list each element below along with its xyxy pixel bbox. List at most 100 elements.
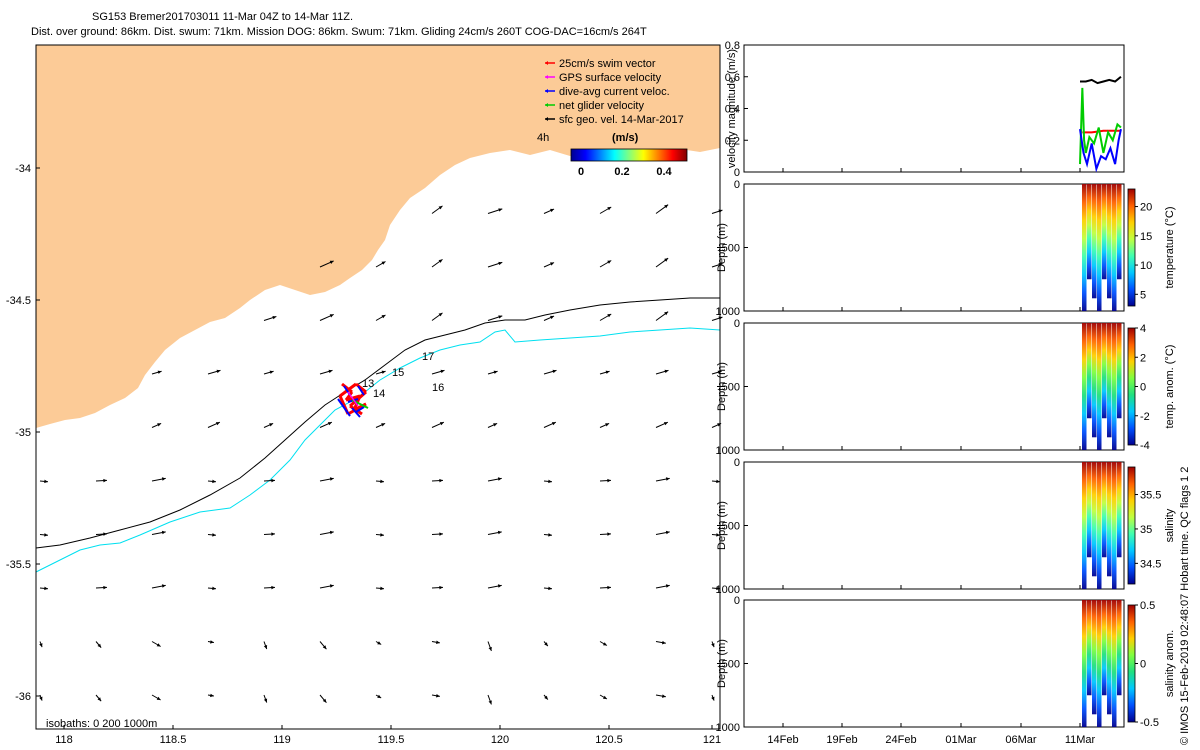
current-arrowhead bbox=[157, 423, 162, 427]
panel-colorbar-label: 4 bbox=[1140, 323, 1146, 335]
current-arrowhead bbox=[210, 693, 214, 698]
panel-frame bbox=[743, 44, 1125, 173]
panel-colorbar-label: 34.5 bbox=[1140, 558, 1161, 570]
velocity-series-line bbox=[1079, 87, 1122, 165]
current-arrowhead bbox=[607, 314, 612, 318]
current-arrowhead bbox=[380, 586, 384, 591]
panel-colorbar-label: -4 bbox=[1140, 440, 1150, 452]
map-panel: 118 118.5 119 119.5 120 120.5 121 -34 -34.5 -35 -3… bbox=[6, 44, 723, 746]
velocity-series-line bbox=[1079, 128, 1122, 173]
curtain-column bbox=[1087, 600, 1092, 696]
current-arrowhead bbox=[97, 643, 102, 648]
current-arrowhead bbox=[380, 533, 384, 537]
panel-ytick-label: 500 bbox=[722, 243, 740, 255]
curtain-column bbox=[1092, 323, 1097, 438]
current-arrowhead bbox=[436, 694, 440, 698]
current-arrowhead bbox=[552, 369, 557, 374]
panel-sal_anom: 0 500 1000 Depth (m) -0.5 0 0.5 salinity anom. bbox=[716, 595, 1176, 734]
curtain-column bbox=[1102, 462, 1107, 558]
current-arrowhead bbox=[607, 585, 611, 590]
current-arrowhead bbox=[602, 695, 607, 699]
current-arrowhead bbox=[605, 370, 610, 374]
chart-title: SG153 Bremer201703011 11-Mar 04Z to 14-M… bbox=[92, 11, 354, 23]
map-ytick-label: -34 bbox=[15, 163, 31, 175]
speed-colorbar: 0 0.2 0.4 (m/s) 4h bbox=[537, 132, 688, 178]
panel-ytick-label: 500 bbox=[722, 521, 740, 533]
curtain-column bbox=[1112, 600, 1117, 727]
surface-current-arrows bbox=[39, 204, 723, 705]
curtain-column bbox=[1112, 323, 1117, 450]
legend-swatch-head bbox=[545, 89, 548, 93]
current-arrowhead bbox=[548, 533, 552, 537]
curtain-column bbox=[1087, 323, 1092, 419]
current-arrowhead bbox=[103, 478, 107, 483]
current-arrowhead bbox=[488, 646, 492, 651]
chart-subtitle: Dist. over ground: 86km. Dist. swum: 71k… bbox=[31, 26, 647, 38]
panel-ylabel: Depth (m) bbox=[716, 223, 728, 272]
current-arrowhead bbox=[103, 585, 107, 590]
current-arrowhead bbox=[665, 584, 670, 588]
current-arrowhead bbox=[664, 369, 669, 374]
curtain-column bbox=[1082, 462, 1087, 589]
current-arrowhead bbox=[607, 260, 612, 264]
current-arrowhead bbox=[329, 477, 334, 481]
panel-colorbar-label: 0 bbox=[1140, 659, 1146, 671]
land-mass bbox=[36, 45, 720, 428]
legend-entry: dive-avg current veloc. bbox=[559, 86, 670, 98]
panel-colorbar-label: 20 bbox=[1140, 202, 1152, 214]
swim-vector bbox=[355, 382, 367, 394]
curtain-column bbox=[1102, 323, 1107, 419]
velocity-series-line bbox=[1082, 129, 1121, 134]
panel-ylabel: Depth (m) bbox=[716, 501, 728, 550]
curtain-column bbox=[1087, 462, 1092, 558]
curtain-column bbox=[1092, 462, 1097, 577]
current-arrowhead bbox=[381, 315, 386, 319]
panel-colorbar-label: 5 bbox=[1140, 289, 1146, 301]
isobaths-label: isobaths: 0 200 1000m bbox=[46, 718, 157, 730]
colorbar-bar bbox=[570, 148, 688, 162]
curtain-column bbox=[1102, 600, 1107, 696]
panel-ytick-label: 0 bbox=[734, 167, 740, 179]
current-arrowhead bbox=[271, 478, 275, 483]
curtain-column bbox=[1082, 184, 1087, 311]
current-arrowhead bbox=[381, 423, 386, 427]
panel-ytick-label: 0.6 bbox=[725, 72, 740, 84]
current-arrowhead bbox=[377, 641, 382, 645]
date-tick-label: 14Feb bbox=[767, 734, 798, 746]
map-ytick-label: -36 bbox=[15, 691, 31, 703]
current-arrowhead bbox=[498, 261, 503, 266]
current-arrowhead bbox=[39, 696, 43, 701]
current-arrowhead bbox=[161, 584, 166, 588]
current-arrowhead bbox=[329, 530, 334, 535]
legend: 25cm/s swim vector GPS surface velocity di… bbox=[545, 58, 684, 126]
curtain-column bbox=[1117, 462, 1122, 558]
current-arrowhead bbox=[322, 645, 327, 650]
panel-colorbar bbox=[1127, 604, 1136, 723]
current-arrowhead bbox=[497, 477, 502, 481]
panel-ytick-label: 500 bbox=[722, 659, 740, 671]
current-arrowhead bbox=[269, 370, 274, 374]
panel-colorbar-label: 0 bbox=[1140, 382, 1146, 394]
current-arrowhead bbox=[665, 477, 670, 481]
current-arrowhead bbox=[439, 532, 443, 536]
panel-colorbar-label: 2 bbox=[1140, 352, 1146, 364]
panel-colorbar-label: -0.5 bbox=[1140, 717, 1159, 729]
curtain-column bbox=[1102, 184, 1107, 280]
current-arrowhead bbox=[439, 585, 443, 590]
current-arrowhead bbox=[664, 311, 669, 316]
credit-text: © IMOS 15-Feb-2019 02:48:07 Hobart time.… bbox=[1179, 467, 1191, 745]
panel-ytick-label: 0.8 bbox=[725, 40, 740, 52]
curtain-column bbox=[1092, 184, 1097, 299]
current-arrowhead bbox=[602, 642, 607, 646]
current-arrowhead bbox=[664, 258, 669, 262]
current-arrowhead bbox=[497, 530, 502, 535]
panel-ylabel: Depth (m) bbox=[716, 362, 728, 411]
current-arrowhead bbox=[607, 478, 611, 483]
current-arrowhead bbox=[607, 532, 611, 536]
current-arrowhead bbox=[156, 643, 161, 647]
panel-ytick-label: 1000 bbox=[716, 445, 740, 457]
track-label: 16 bbox=[432, 382, 444, 394]
current-arrowhead bbox=[548, 586, 552, 591]
